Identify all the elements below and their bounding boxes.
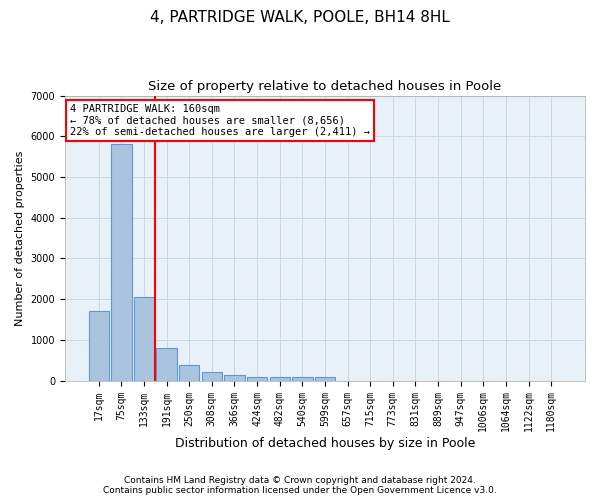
Bar [111, 144, 131, 380]
Bar [179, 365, 199, 380]
Bar [292, 377, 313, 380]
Bar [224, 376, 245, 380]
X-axis label: Distribution of detached houses by size in Poole: Distribution of detached houses by size … [175, 437, 475, 450]
Bar [247, 376, 267, 380]
Title: Size of property relative to detached houses in Poole: Size of property relative to detached ho… [148, 80, 502, 93]
Bar [134, 297, 154, 380]
Bar [157, 348, 177, 380]
Bar [315, 377, 335, 380]
Bar [269, 376, 290, 380]
Y-axis label: Number of detached properties: Number of detached properties [15, 150, 25, 326]
Text: 4 PARTRIDGE WALK: 160sqm
← 78% of detached houses are smaller (8,656)
22% of sem: 4 PARTRIDGE WALK: 160sqm ← 78% of detach… [70, 104, 370, 138]
Bar [202, 372, 222, 380]
Bar [89, 312, 109, 380]
Text: 4, PARTRIDGE WALK, POOLE, BH14 8HL: 4, PARTRIDGE WALK, POOLE, BH14 8HL [150, 10, 450, 25]
Text: Contains HM Land Registry data © Crown copyright and database right 2024.
Contai: Contains HM Land Registry data © Crown c… [103, 476, 497, 495]
